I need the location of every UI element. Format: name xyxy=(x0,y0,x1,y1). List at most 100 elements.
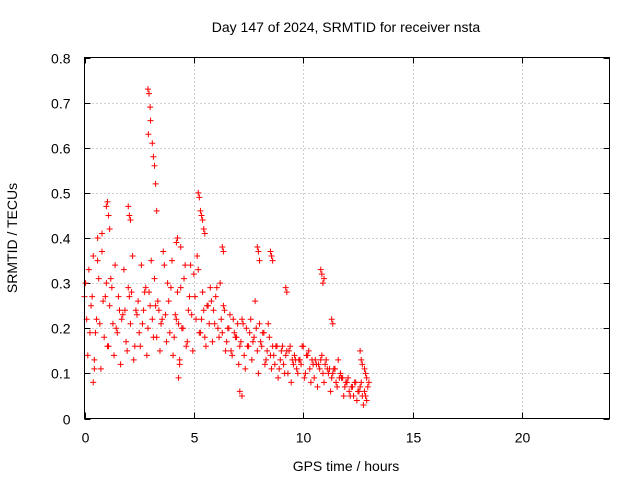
data-point xyxy=(116,307,123,314)
data-point xyxy=(201,334,208,341)
data-point xyxy=(337,370,344,377)
x-tick-label: 5 xyxy=(191,430,199,446)
data-point xyxy=(195,266,202,273)
data-point xyxy=(146,90,153,97)
data-point xyxy=(361,388,368,395)
data-point xyxy=(178,325,185,332)
data-point xyxy=(270,352,277,359)
data-point xyxy=(296,356,303,363)
data-point xyxy=(312,356,319,363)
data-point xyxy=(188,311,195,318)
data-point xyxy=(177,284,184,291)
y-tick-label: 0.7 xyxy=(51,96,71,112)
y-tick-label: 0 xyxy=(63,412,71,428)
data-point xyxy=(105,212,112,219)
data-point xyxy=(357,347,364,354)
data-point xyxy=(360,401,367,408)
data-point xyxy=(345,374,352,381)
data-point xyxy=(104,343,111,350)
data-point xyxy=(327,388,334,395)
data-point xyxy=(252,298,259,305)
data-point xyxy=(317,266,324,273)
data-point xyxy=(96,320,103,327)
data-point xyxy=(97,365,104,372)
data-point xyxy=(275,374,282,381)
data-point xyxy=(106,302,113,309)
data-point xyxy=(364,383,371,390)
data-point xyxy=(156,347,163,354)
data-point xyxy=(136,329,143,336)
data-point xyxy=(106,225,113,232)
data-point xyxy=(163,338,170,345)
y-tick-label: 0.3 xyxy=(51,276,71,292)
data-point xyxy=(236,343,243,350)
data-point xyxy=(231,329,238,336)
data-point xyxy=(100,298,107,305)
data-point xyxy=(246,329,253,336)
data-point xyxy=(324,365,331,372)
data-point xyxy=(356,388,363,395)
data-point xyxy=(196,329,203,336)
y-tick-label: 0.2 xyxy=(51,321,71,337)
data-point xyxy=(359,361,366,368)
data-point xyxy=(198,316,205,323)
data-point xyxy=(362,392,369,399)
data-point xyxy=(127,216,134,223)
data-point xyxy=(293,365,300,372)
data-point xyxy=(94,257,101,264)
data-point xyxy=(166,329,173,336)
data-point xyxy=(314,383,321,390)
y-tick-label: 0.6 xyxy=(51,141,71,157)
data-point xyxy=(86,329,93,336)
data-point xyxy=(109,320,116,327)
data-point xyxy=(167,284,174,291)
data-point xyxy=(281,370,288,377)
data-point xyxy=(294,370,301,377)
data-point xyxy=(219,329,226,336)
data-point xyxy=(318,352,325,359)
data-point xyxy=(305,347,312,354)
data-point xyxy=(288,379,295,386)
data-point xyxy=(334,383,341,390)
data-point xyxy=(103,203,110,210)
data-point xyxy=(153,207,160,214)
data-point xyxy=(259,329,266,336)
data-point xyxy=(282,352,289,359)
data-point xyxy=(221,307,228,314)
data-point xyxy=(335,356,342,363)
data-point xyxy=(254,244,261,251)
data-point xyxy=(126,212,133,219)
data-point xyxy=(301,374,308,381)
data-point xyxy=(224,325,231,332)
data-point xyxy=(306,365,313,372)
data-point xyxy=(333,379,340,386)
data-point xyxy=(125,284,132,291)
data-point xyxy=(233,334,240,341)
data-point xyxy=(255,248,262,255)
data-point xyxy=(195,189,202,196)
x-tick-label: 20 xyxy=(515,430,531,446)
data-point xyxy=(152,180,159,187)
data-point xyxy=(278,347,285,354)
data-point xyxy=(147,117,154,124)
data-point xyxy=(102,293,109,300)
data-point xyxy=(200,307,207,314)
data-point xyxy=(199,289,206,296)
axis-ticks: 0 0.1 0.2 0.3 0.4 0.5 0.6 0.7 0.8 0 5 10 15 20 xyxy=(51,51,610,446)
data-point xyxy=(91,356,98,363)
data-point xyxy=(236,388,243,395)
data-point xyxy=(108,284,115,291)
data-point xyxy=(329,320,336,327)
data-point xyxy=(272,343,279,350)
data-point xyxy=(230,316,237,323)
data-point xyxy=(329,370,336,377)
data-point xyxy=(248,356,255,363)
data-point xyxy=(123,338,130,345)
data-point xyxy=(351,379,358,386)
data-point xyxy=(319,280,326,287)
x-tick-label: 10 xyxy=(296,430,312,446)
data-point xyxy=(175,374,182,381)
data-point xyxy=(321,275,328,282)
data-point xyxy=(318,271,325,278)
